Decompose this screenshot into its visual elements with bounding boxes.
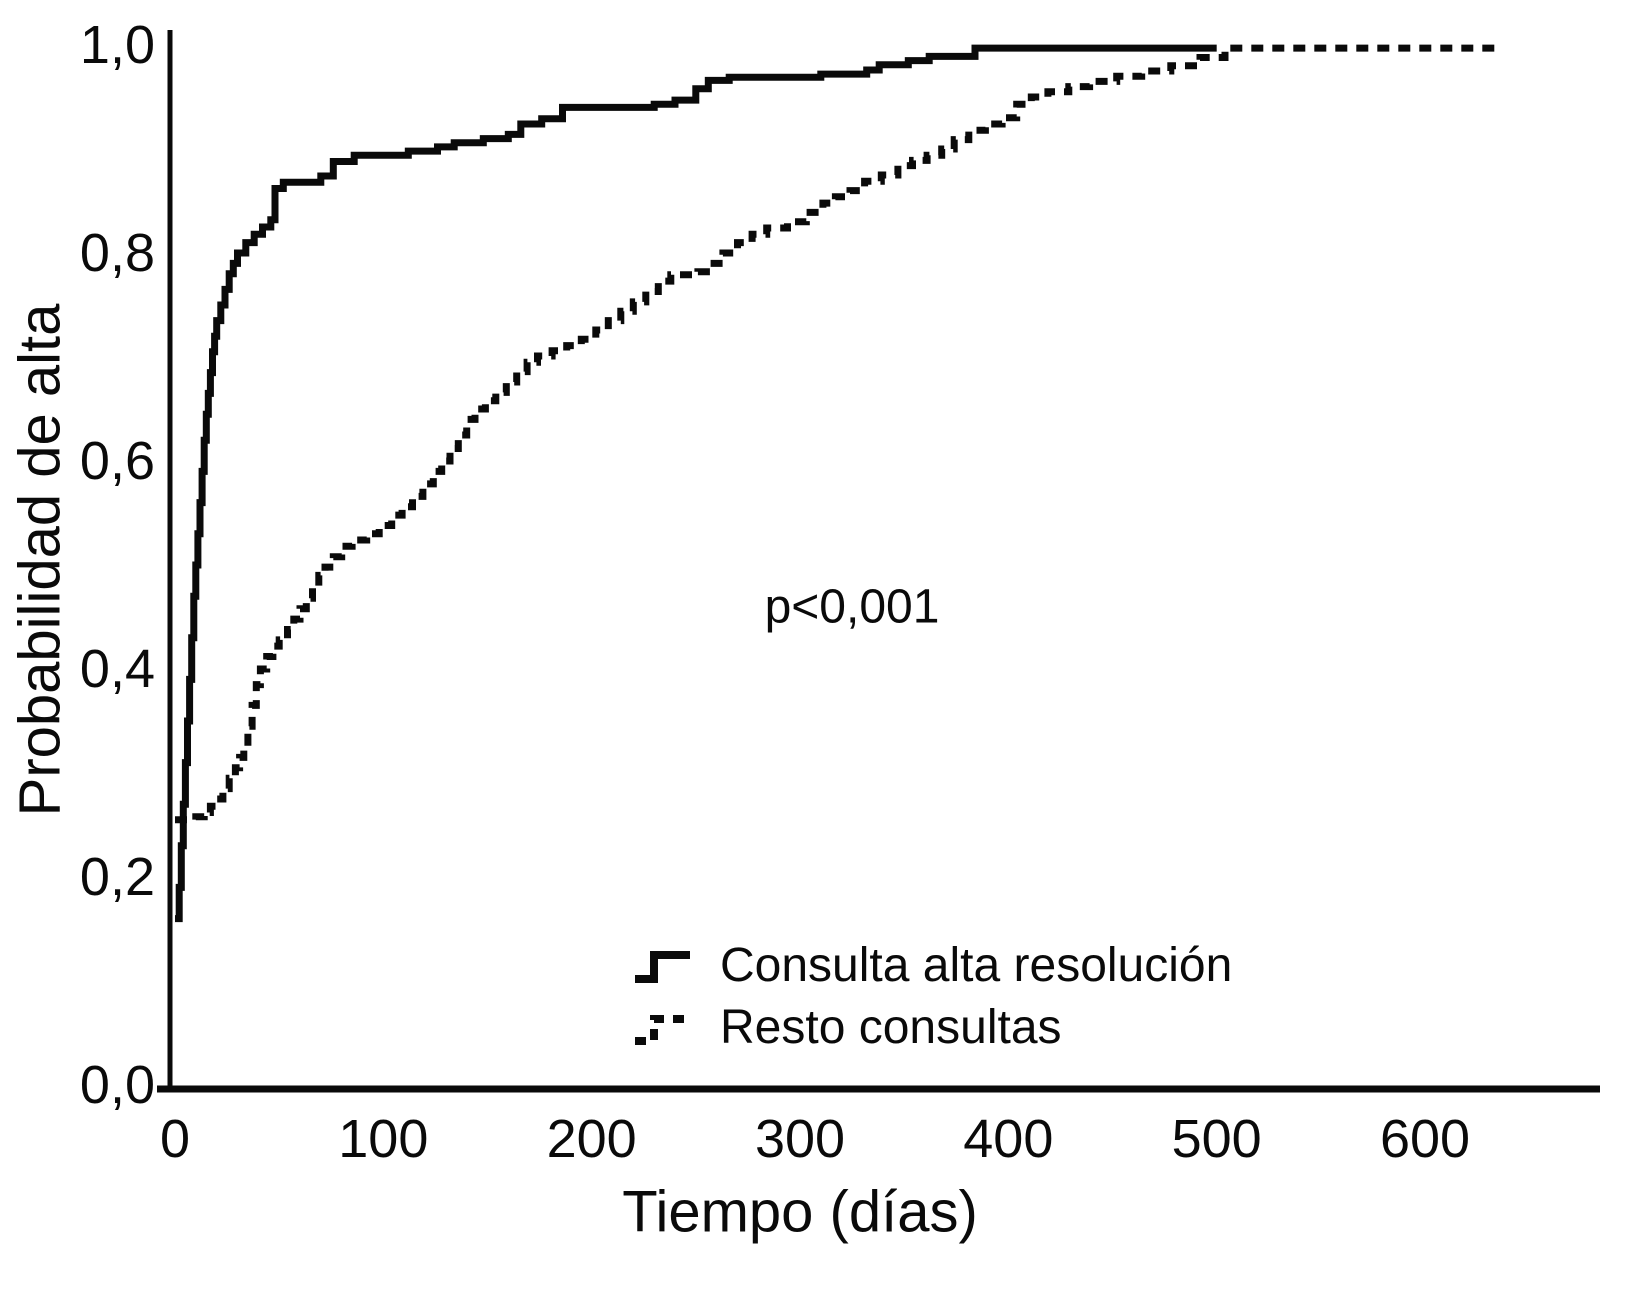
- legend-label-solid: Consulta alta resolución: [720, 939, 1233, 992]
- y-tick-label: 0,4: [79, 639, 155, 699]
- dashed-line-sample-icon: [635, 1015, 690, 1045]
- y-tick-label: 0,0: [79, 1055, 155, 1115]
- x-tick-label: 100: [338, 1109, 429, 1169]
- series-solid-curve: [175, 44, 1217, 923]
- y-tick-label: 0,2: [79, 847, 155, 907]
- chart-legend: Consulta alta resolución Resto consultas: [632, 942, 1232, 1052]
- x-tick-label: 500: [1171, 1109, 1262, 1169]
- x-tick-label: 0: [159, 1109, 191, 1169]
- x-axis-title: Tiempo (días): [622, 1179, 978, 1245]
- series-dashed-curve: [175, 44, 1498, 824]
- x-tick-label: 200: [546, 1109, 637, 1169]
- x-tick-label: 400: [963, 1109, 1054, 1169]
- y-tick-label: 0,8: [79, 223, 155, 283]
- y-tick-label: 0,6: [79, 431, 155, 491]
- legend-label-dashed: Resto consultas: [720, 1001, 1062, 1054]
- legend-item-dashed: Resto consultas: [632, 1004, 1232, 1052]
- x-tick-label: 600: [1379, 1109, 1471, 1169]
- legend-item-solid: Consulta alta resolución: [632, 942, 1232, 990]
- x-tick-label: 300: [754, 1109, 846, 1169]
- y-axis-title: Probabilidad de alta: [7, 303, 73, 817]
- p-value-annotation: p<0,001: [764, 580, 940, 634]
- solid-line-sample-icon: [635, 951, 690, 983]
- y-tick-label: 1,0: [79, 15, 155, 75]
